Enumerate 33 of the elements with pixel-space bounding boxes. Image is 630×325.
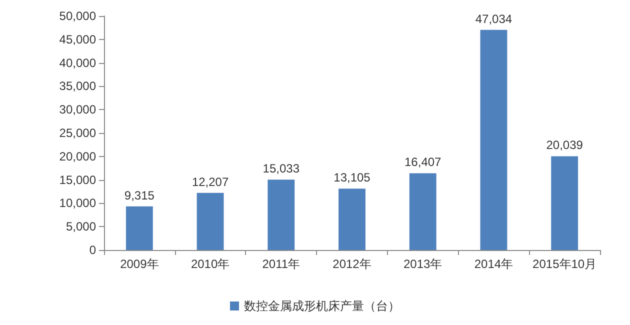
data-label: 47,034 [475, 12, 512, 26]
y-tick-label: 20,000 [59, 149, 96, 164]
y-tick-label: 50,000 [59, 9, 96, 23]
y-tick-label: 40,000 [59, 56, 96, 70]
y-tick-label: 25,000 [59, 126, 96, 140]
bar [551, 156, 578, 250]
x-tick-label: 2014年 [474, 257, 514, 271]
y-tick-label: 15,000 [59, 172, 96, 187]
data-label: 20,039 [546, 138, 584, 152]
x-tick-label: 2011年 [262, 257, 300, 271]
x-tick-label: 2013年 [404, 257, 442, 271]
bar [196, 192, 224, 250]
data-label: 16,407 [404, 155, 442, 170]
bar [409, 173, 436, 250]
data-label: 9,315 [124, 188, 155, 202]
data-label: 15,033 [262, 162, 300, 176]
x-tick-label: 2012年 [332, 257, 372, 271]
x-tick-label: 2015年10月 [532, 257, 597, 271]
bar [338, 188, 366, 250]
y-tick-label: 35,000 [59, 79, 96, 94]
y-tick-label: 45,000 [59, 32, 96, 46]
y-tick-label: 30,000 [59, 102, 96, 117]
bar [480, 30, 508, 250]
data-label: 13,105 [334, 170, 371, 185]
x-tick-label: 2010年 [190, 257, 230, 271]
x-tick-label: 2009年 [120, 257, 159, 271]
legend-label: 数控金属成形机床产量（台） [244, 299, 400, 313]
y-tick-label: 0 [89, 243, 96, 257]
data-label: 12,207 [192, 174, 229, 189]
y-tick-label: 5,000 [66, 220, 96, 234]
y-tick-label: 10,000 [59, 196, 96, 210]
bar [126, 206, 153, 250]
bar [268, 180, 295, 250]
